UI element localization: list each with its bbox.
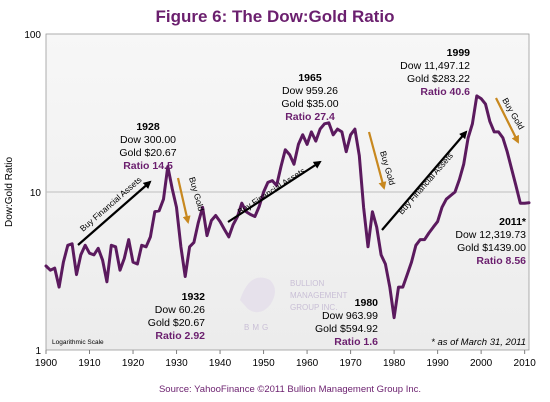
annotation-1928: 1928 Dow 300.00 Gold $20.67 Ratio 14.5 [119, 121, 176, 172]
y-tick-label: 1 [35, 346, 41, 357]
watermark-line1: BULLION [290, 279, 324, 288]
annotation-1999-ratio: Ratio 40.6 [420, 86, 470, 98]
annotation-1928-dow: Dow 300.00 [120, 134, 176, 146]
buy-assets-arrow-3 [381, 130, 468, 231]
as-of-note: * as of March 31, 2011 [431, 337, 526, 348]
annotation-1932: 1932 Dow 60.26 Gold $20.67 Ratio 2.92 [148, 291, 205, 342]
series-line-dow-gold-ratio [44, 94, 531, 320]
buy-gold-arrow-1 [176, 177, 191, 224]
annotation-2011-year: 2011* [499, 216, 527, 228]
annotation-2011-dow: Dow 12,319.73 [455, 229, 526, 241]
annotation-1999: 1999 Dow 11,497.12 Gold $283.22 Ratio 40… [400, 47, 470, 98]
annotation-1965-year: 1965 [298, 72, 322, 84]
watermark: BMG BULLION MANAGEMENT GROUP INC. [240, 277, 347, 332]
y-axis-ticks: 1 10 100 [24, 30, 41, 357]
buy-assets-arrow-1 [77, 180, 152, 246]
annotation-1999-gold: Gold $283.22 [407, 73, 470, 85]
x-tick-label: 1970 [339, 358, 362, 369]
annotation-1932-dow: Dow 60.26 [155, 304, 205, 316]
annotation-1965-ratio: Ratio 27.4 [285, 111, 335, 123]
annotation-1965-dow: Dow 959.26 [282, 85, 338, 97]
annotation-1932-year: 1932 [182, 291, 206, 303]
x-tick-label: 1980 [383, 358, 406, 369]
x-axis-ticks: 1900 1910 1920 1930 1940 1950 1960 1970 1980 1990… [35, 350, 536, 369]
annotation-1980-year: 1980 [355, 297, 379, 309]
y-tick-label: 10 [30, 188, 42, 199]
x-tick-label: 2010 [514, 358, 537, 369]
x-tick-label: 1950 [252, 358, 275, 369]
buy-gold-arrow-3 [495, 97, 519, 144]
x-tick-label: 1910 [78, 358, 101, 369]
y-axis-label: Dow:Gold Ratio [4, 157, 15, 227]
annotation-1965-gold: Gold $35.00 [281, 98, 338, 110]
watermark-mark: BMG [244, 323, 271, 332]
annotation-1980-dow: Dow 963.99 [322, 310, 378, 322]
annotation-2011: 2011* Dow 12,319.73 Gold $1439.00 Ratio … [455, 216, 527, 267]
annotation-1999-dow: Dow 11,497.12 [400, 60, 470, 72]
watermark-line2: MANAGEMENT [290, 291, 347, 300]
annotation-1932-ratio: Ratio 2.92 [155, 330, 205, 342]
annotation-1965: 1965 Dow 959.26 Gold $35.00 Ratio 27.4 [281, 72, 338, 123]
chart-title: Figure 6: The Dow:Gold Ratio [156, 7, 395, 26]
x-tick-label: 1990 [426, 358, 449, 369]
x-tick-label: 1930 [165, 358, 188, 369]
x-tick-label: 1920 [122, 358, 145, 369]
annotation-1999-year: 1999 [447, 47, 471, 59]
annotation-1980-ratio: Ratio 1.6 [334, 336, 378, 348]
annotation-1928-gold: Gold $20.67 [119, 147, 176, 159]
annotation-2011-gold: Gold $1439.00 [457, 242, 526, 254]
watermark-line3: GROUP INC. [290, 303, 337, 312]
annotation-1980-gold: Gold $594.92 [315, 323, 378, 335]
buy-gold-arrow-2 [367, 131, 387, 190]
x-tick-label: 1940 [209, 358, 232, 369]
watermark-lion-icon [240, 277, 275, 313]
scale-note: Logarithmic Scale [52, 339, 104, 346]
annotation-1928-year: 1928 [136, 121, 160, 133]
annotation-2011-ratio: Ratio 8.56 [476, 255, 526, 267]
source-note: Source: YahooFinance ©2011 Bullion Manag… [159, 384, 421, 395]
x-tick-label: 1900 [35, 358, 58, 369]
annotation-1932-gold: Gold $20.67 [148, 317, 205, 329]
annotation-1980: 1980 Dow 963.99 Gold $594.92 Ratio 1.6 [315, 297, 378, 348]
y-tick-label: 100 [24, 30, 41, 41]
annotation-1928-ratio: Ratio 14.5 [123, 160, 173, 172]
x-tick-label: 2000 [470, 358, 493, 369]
x-tick-label: 1960 [296, 358, 319, 369]
buy-assets-arrow-2 [227, 160, 322, 223]
